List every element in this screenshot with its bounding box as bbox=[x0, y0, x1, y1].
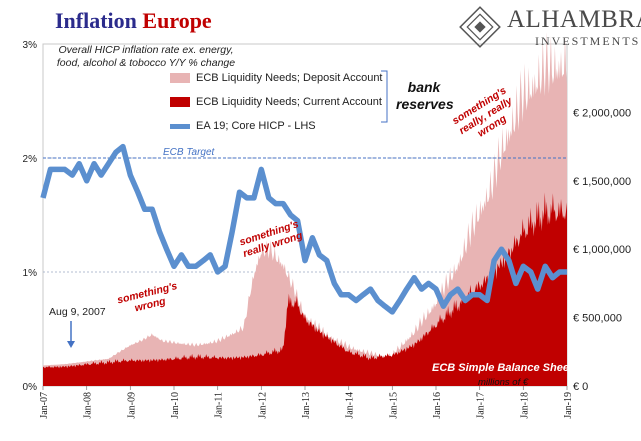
bank-reserves-label: bank reserves bbox=[396, 79, 454, 112]
x-tick-label-5: Jan-12 bbox=[257, 392, 268, 419]
balance-sheet-label: ECB Simple Balance Sheet bbox=[432, 362, 573, 374]
ecb-target-label: ECB Target bbox=[163, 147, 215, 158]
title-part-2: Europe bbox=[142, 8, 212, 33]
series-current-area bbox=[43, 192, 567, 386]
y-left-tick-1: 1% bbox=[23, 268, 38, 279]
balance-sheet-unit: millions of € bbox=[478, 377, 529, 388]
annotation-aug-9-2007: Aug 9, 2007 bbox=[49, 306, 106, 318]
chart-title: Inflation Europe bbox=[55, 8, 212, 34]
x-tick-label-3: Jan-10 bbox=[170, 392, 181, 419]
x-tick-label-12: Jan-19 bbox=[563, 392, 574, 419]
logo-subtitle: INVESTMENTS bbox=[535, 34, 641, 48]
legend-label-current: ECB Liquidity Needs; Current Account bbox=[196, 96, 382, 108]
y-left-tick-3: 3% bbox=[23, 40, 38, 51]
legend-swatch-hicp bbox=[170, 124, 190, 129]
logo-name: ALHAMBRA bbox=[507, 6, 641, 33]
x-tick-label-9: Jan-16 bbox=[432, 392, 443, 419]
y-left-tick-0: 0% bbox=[23, 382, 38, 393]
x-tick-label-4: Jan-11 bbox=[214, 392, 225, 418]
x-tick-label-10: Jan-17 bbox=[476, 392, 487, 419]
x-tick-label-1: Jan-08 bbox=[83, 392, 94, 419]
logo-mark-icon bbox=[459, 6, 501, 48]
x-tick-label-2: Jan-09 bbox=[126, 392, 137, 419]
y-right-tick-1: € 500,000 bbox=[573, 313, 622, 325]
y-right-tick-2: € 1,000,000 bbox=[573, 244, 631, 256]
title-part-1: Inflation bbox=[55, 8, 137, 33]
x-tick-label-8: Jan-15 bbox=[388, 392, 399, 419]
y-left-tick-2: 2% bbox=[23, 154, 38, 165]
legend-bracket bbox=[381, 70, 388, 123]
x-tick-label-6: Jan-13 bbox=[301, 392, 312, 419]
legend-label-hicp: EA 19; Core HICP - LHS bbox=[196, 120, 316, 132]
x-tick-label-0: Jan-07 bbox=[39, 392, 50, 419]
y-right-tick-3: € 1,500,000 bbox=[573, 176, 631, 188]
chart-subtitle: Overall HICP inflation rate ex. energy, … bbox=[56, 44, 236, 69]
y-right-tick-4: € 2,000,000 bbox=[573, 107, 631, 119]
x-tick-label-7: Jan-14 bbox=[345, 392, 356, 419]
legend-label-deposit: ECB Liquidity Needs; Deposit Account bbox=[196, 72, 383, 84]
y-right-tick-0: € 0 bbox=[573, 381, 588, 393]
x-tick-label-11: Jan-18 bbox=[519, 392, 530, 419]
alhambra-logo: ALHAMBRA INVESTMENTS bbox=[455, 4, 641, 50]
legend-swatch-current bbox=[170, 97, 190, 107]
legend-swatch-deposit bbox=[170, 73, 190, 83]
aug-9-arrow bbox=[67, 321, 75, 348]
series-hicp-line bbox=[40, 143, 567, 315]
